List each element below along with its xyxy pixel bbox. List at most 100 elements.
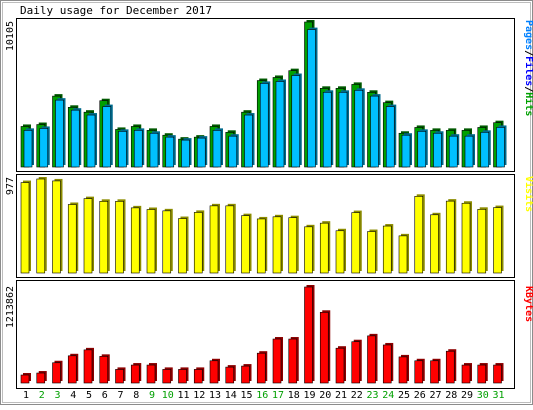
kbytes-bar-8 bbox=[130, 364, 140, 384]
files-bar-1 bbox=[23, 130, 33, 168]
kbytes-bar-21 bbox=[335, 347, 345, 384]
svg-text:KBytes: KBytes bbox=[523, 286, 533, 322]
kbytes-bar-30 bbox=[477, 364, 487, 384]
kbytes-bar-7 bbox=[115, 369, 124, 384]
visits-bar-13 bbox=[209, 205, 219, 274]
files-bar-10 bbox=[165, 136, 175, 168]
visits-bar-24 bbox=[382, 225, 392, 274]
legend-files: Files bbox=[523, 56, 533, 86]
kbytes-max-label: 1213862 bbox=[5, 286, 16, 328]
kbytes-bar-24 bbox=[382, 344, 392, 384]
kbytes-bar-19 bbox=[304, 286, 313, 384]
kbytes-bar-14 bbox=[225, 366, 235, 384]
visits-legend: Visits bbox=[523, 176, 533, 212]
legend-kbytes: KBytes bbox=[523, 286, 533, 322]
visits-bar-11 bbox=[178, 218, 187, 274]
visits-bar-27 bbox=[430, 214, 439, 274]
x-tick-29: 29 bbox=[461, 390, 473, 401]
kbytes-bar-27 bbox=[430, 360, 439, 384]
inner-frame bbox=[2, 2, 531, 403]
files-bar-24 bbox=[385, 106, 395, 168]
kbytes-legend: KBytes bbox=[523, 286, 533, 322]
files-bar-18 bbox=[291, 75, 301, 168]
visits-bar-16 bbox=[256, 218, 266, 274]
chart-title: Daily usage for December 2017 bbox=[20, 4, 212, 17]
visits-max-label: 977 bbox=[5, 177, 16, 195]
files-bar-25 bbox=[401, 134, 411, 168]
x-tick-21: 21 bbox=[335, 390, 347, 401]
kbytes-bar-6 bbox=[99, 356, 109, 384]
visits-bar-5 bbox=[83, 198, 93, 274]
x-tick-12: 12 bbox=[193, 390, 205, 401]
visits-bar-31 bbox=[493, 207, 502, 274]
files-bar-15 bbox=[244, 114, 253, 168]
x-tick-7: 7 bbox=[117, 390, 123, 401]
x-tick-22: 22 bbox=[351, 390, 363, 401]
kbytes-bar-15 bbox=[241, 365, 250, 384]
hits-legend: Pages/Files/Hits bbox=[523, 20, 533, 116]
x-tick-5: 5 bbox=[86, 390, 92, 401]
files-bar-26 bbox=[417, 131, 427, 168]
files-bar-3 bbox=[55, 99, 64, 168]
x-tick-14: 14 bbox=[225, 390, 237, 401]
visits-bar-2 bbox=[36, 178, 46, 274]
kbytes-bar-5 bbox=[83, 349, 93, 384]
x-tick-1: 1 bbox=[23, 390, 29, 401]
visits-bar-22 bbox=[351, 212, 361, 274]
kbytes-bar-17 bbox=[272, 338, 282, 384]
files-bar-31 bbox=[496, 127, 505, 168]
x-tick-30: 30 bbox=[477, 390, 489, 401]
visits-bar-26 bbox=[414, 196, 424, 274]
files-bar-30 bbox=[480, 132, 490, 168]
visits-bar-9 bbox=[146, 209, 156, 274]
x-tick-19: 19 bbox=[303, 390, 315, 401]
kbytes-bar-2 bbox=[36, 372, 46, 384]
kbytes-bar-10 bbox=[162, 369, 172, 384]
kbytes-bar-26 bbox=[414, 360, 424, 384]
x-tick-27: 27 bbox=[429, 390, 441, 401]
kbytes-bar-23 bbox=[367, 335, 376, 384]
x-tick-13: 13 bbox=[209, 390, 221, 401]
kbytes-bar-1 bbox=[20, 374, 30, 384]
visits-bar-8 bbox=[130, 207, 140, 274]
visits-bar-21 bbox=[335, 230, 345, 274]
visits-bar-18 bbox=[288, 217, 298, 274]
kbytes-bar-3 bbox=[52, 362, 61, 384]
x-tick-11: 11 bbox=[177, 390, 189, 401]
files-bar-17 bbox=[275, 81, 285, 168]
x-tick-10: 10 bbox=[162, 390, 174, 401]
kbytes-bar-18 bbox=[288, 338, 298, 384]
visits-bar-19 bbox=[304, 226, 313, 274]
kbytes-bar-22 bbox=[351, 341, 361, 384]
files-bar-21 bbox=[338, 91, 348, 168]
visits-bar-1 bbox=[20, 182, 30, 274]
files-bar-27 bbox=[433, 132, 442, 168]
x-tick-2: 2 bbox=[39, 390, 45, 401]
x-tick-24: 24 bbox=[382, 390, 394, 401]
x-tick-9: 9 bbox=[149, 390, 155, 401]
files-bar-5 bbox=[86, 114, 96, 168]
files-bar-16 bbox=[259, 83, 269, 168]
x-tick-15: 15 bbox=[240, 390, 252, 401]
kbytes-bar-11 bbox=[178, 369, 187, 384]
kbytes-bar-25 bbox=[398, 356, 408, 384]
visits-bar-7 bbox=[115, 201, 124, 274]
files-bar-7 bbox=[118, 131, 127, 168]
files-bar-19 bbox=[307, 29, 316, 168]
visits-bar-20 bbox=[319, 222, 329, 274]
files-bar-20 bbox=[322, 91, 332, 168]
visits-bar-25 bbox=[398, 235, 408, 274]
files-bar-8 bbox=[133, 130, 143, 168]
files-bar-13 bbox=[212, 130, 222, 168]
kbytes-bar-4 bbox=[67, 355, 77, 384]
x-tick-6: 6 bbox=[102, 390, 108, 401]
legend-pages: Pages bbox=[523, 20, 533, 50]
files-bar-2 bbox=[39, 128, 49, 168]
x-tick-25: 25 bbox=[398, 390, 410, 401]
x-tick-17: 17 bbox=[272, 390, 284, 401]
files-bar-22 bbox=[354, 90, 364, 168]
x-tick-23: 23 bbox=[366, 390, 378, 401]
kbytes-bar-16 bbox=[256, 352, 266, 384]
